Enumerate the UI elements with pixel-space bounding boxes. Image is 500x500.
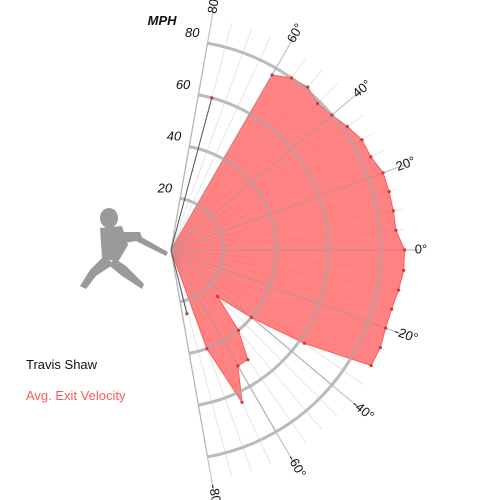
angle-tick-label: -40° [349,396,377,423]
data-point [378,346,382,350]
data-point [236,364,240,368]
legend-player-name: Travis Shaw [26,357,98,372]
angle-tick-label: 0° [415,241,427,256]
ring-tick-label: 80 [185,25,200,40]
spoke-line [170,36,271,251]
data-point [316,101,320,105]
spoke-overlay [170,177,369,251]
data-point [302,341,306,345]
data-point [205,347,209,351]
data-point [330,113,334,117]
data-point [249,315,253,320]
angle-tick-label: -80° [206,483,225,500]
data-point [396,288,401,292]
data-point [369,155,373,159]
data-point [387,190,391,194]
spoke-overlay [170,249,369,323]
ring-tick-label: 40 [167,129,182,144]
angle-tick-label: 20° [394,153,418,174]
data-point [360,138,364,142]
angle-tick-label: -20° [392,323,420,345]
data-point [185,312,189,316]
data-point [391,209,395,213]
data-point [394,228,398,232]
extreme-angle-line [170,97,213,251]
batter-silhouette-icon [80,208,168,289]
data-point [306,85,310,89]
data-layer [170,41,407,459]
spoke-line [170,29,252,251]
legend-series-label: Avg. Exit Velocity [26,388,126,403]
data-point [345,124,349,129]
extreme-angle-line [170,249,188,314]
data-point [240,400,244,404]
data-point [215,294,219,298]
data-point [381,171,385,175]
data-point [246,358,250,362]
data-point [210,96,214,100]
exit-velocity-area [170,74,406,403]
spoke-overlay [170,67,277,251]
data-point [236,328,241,332]
angle-tick-label: -60° [284,452,309,480]
ring-tick-label: 60 [176,77,191,92]
data-point [390,307,394,311]
spoke-overlay [170,249,277,433]
angle-tick-label: 60° [284,21,307,46]
data-point [369,363,373,368]
data-point [384,326,388,330]
spoke-overlay [170,43,209,251]
angle-tick-label: 80° [204,0,222,15]
data-point [289,76,294,80]
data-point [402,268,406,272]
spoke-overlay [170,249,209,457]
spoke-overlay [170,114,333,251]
spoke-line [170,249,233,478]
data-point [270,73,274,77]
unit-label: MPH [148,13,178,28]
data-point [403,248,407,252]
ring-tick-label: 20 [157,180,173,195]
